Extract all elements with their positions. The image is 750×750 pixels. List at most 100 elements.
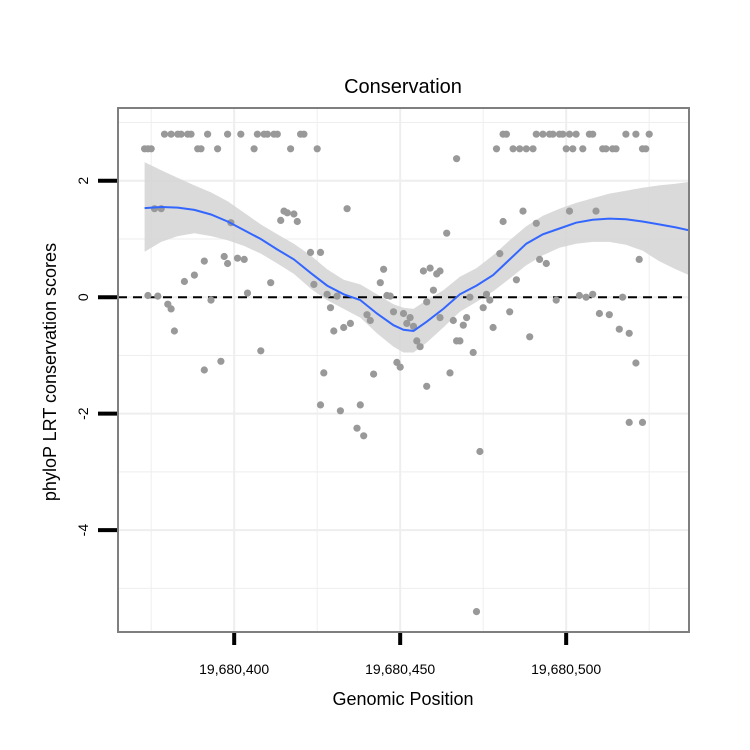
x-axis-label: Genomic Position [332, 689, 473, 709]
data-point [356, 401, 364, 409]
data-point [466, 293, 474, 301]
data-point [625, 418, 633, 426]
data-point [423, 382, 431, 390]
y-tick-label: -4 [75, 524, 91, 537]
data-point [316, 401, 325, 409]
data-point [283, 209, 291, 217]
data-point [612, 145, 620, 153]
data-point [632, 359, 640, 367]
data-point [492, 145, 501, 153]
data-point [592, 207, 600, 215]
data-point [363, 311, 371, 319]
data-point [479, 304, 487, 312]
data-point [569, 145, 577, 153]
data-point [313, 145, 321, 153]
data-point [403, 319, 411, 327]
data-point [233, 254, 242, 262]
data-point [257, 347, 265, 355]
data-point [343, 205, 351, 213]
x-tick-label: 19,680,500 [531, 661, 601, 677]
data-point [565, 207, 574, 215]
data-point [512, 276, 521, 284]
data-point [635, 255, 643, 263]
data-point [472, 608, 481, 616]
data-point [406, 314, 414, 322]
data-point [582, 293, 590, 301]
data-point [416, 343, 424, 351]
data-point [539, 130, 547, 138]
y-axis: 2 0 -2 -4 [75, 177, 117, 537]
data-point [277, 216, 285, 224]
data-point [190, 271, 198, 279]
data-point [336, 407, 344, 415]
data-point [200, 366, 208, 374]
data-point [144, 291, 152, 300]
data-point [589, 130, 597, 138]
data-point [177, 130, 185, 138]
data-point [542, 259, 550, 268]
data-point [316, 248, 325, 256]
data-point [200, 257, 208, 265]
data-point [506, 308, 514, 316]
data-point [380, 265, 388, 273]
data-point [167, 305, 175, 313]
data-point [154, 292, 162, 300]
data-point [429, 286, 437, 294]
data-point [220, 252, 228, 261]
data-point [370, 370, 378, 378]
data-point [287, 145, 295, 153]
data-point [333, 292, 341, 300]
data-point [529, 145, 537, 153]
data-point [240, 255, 248, 263]
data-point [399, 309, 408, 318]
smooth-trend-line [144, 205, 690, 333]
y-tick-label: -2 [75, 407, 91, 420]
data-point [602, 145, 610, 153]
data-point [532, 219, 540, 227]
data-point [536, 255, 544, 263]
data-point [326, 304, 335, 312]
data-point [197, 145, 205, 153]
data-point [615, 325, 623, 333]
data-point [502, 130, 510, 138]
data-point [509, 145, 517, 153]
data-point [389, 308, 398, 316]
data-point [386, 292, 394, 300]
data-point [243, 289, 252, 297]
data-point [413, 337, 421, 345]
data-point [376, 279, 384, 287]
data-point [595, 309, 604, 318]
x-tick-label: 19,680,400 [199, 661, 269, 677]
data-point [642, 145, 650, 153]
data-point [340, 323, 348, 332]
data-point [516, 145, 524, 153]
data-point [237, 130, 245, 138]
y-axis-label: phyloP LRT conservation scores [40, 243, 60, 501]
data-point [449, 316, 457, 325]
data-point [263, 130, 271, 138]
y-tick-label: 0 [75, 293, 91, 301]
data-point [396, 363, 404, 371]
data-point [565, 130, 574, 138]
data-point [310, 280, 318, 288]
data-point [638, 418, 647, 426]
data-point [632, 130, 640, 138]
data-point [619, 293, 627, 301]
data-point [353, 424, 361, 432]
confidence-band [144, 162, 690, 353]
data-point [147, 145, 155, 153]
data-point [559, 130, 567, 138]
data-point [459, 321, 467, 329]
data-point [426, 264, 434, 272]
data-point [253, 130, 261, 138]
data-point [443, 229, 451, 237]
data-point [300, 130, 308, 138]
data-points [141, 130, 653, 616]
data-point [532, 130, 540, 138]
data-point [436, 267, 444, 275]
data-point [306, 248, 315, 256]
data-point [625, 329, 633, 337]
y-tick-label: 2 [75, 177, 91, 185]
data-point [330, 327, 338, 335]
